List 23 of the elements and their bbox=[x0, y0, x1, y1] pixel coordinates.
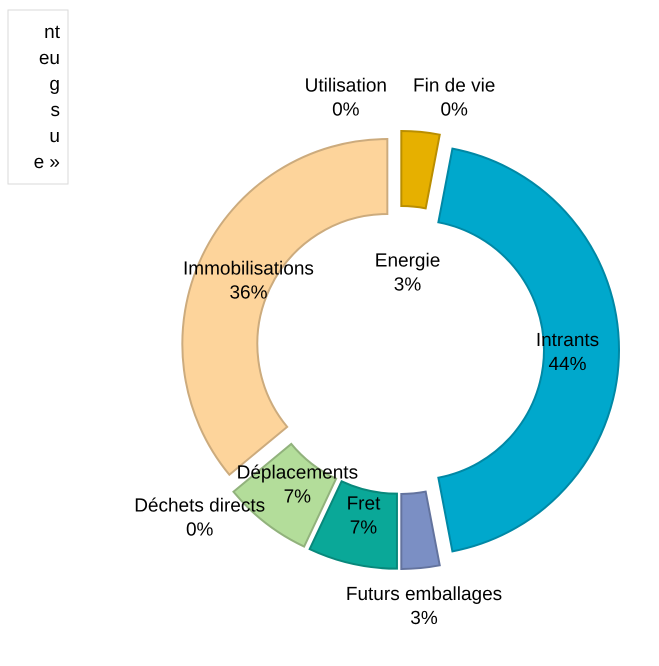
text: e » bbox=[34, 152, 60, 173]
data-label: 7% bbox=[350, 517, 378, 538]
text: 0% bbox=[332, 100, 360, 121]
text: s bbox=[50, 100, 60, 121]
slice-label: Fret bbox=[346, 493, 382, 514]
text: g bbox=[49, 74, 60, 95]
text: u bbox=[49, 126, 60, 147]
text: eu bbox=[38, 48, 60, 69]
slice-label: Déplacements bbox=[236, 462, 358, 484]
category-label: Déchets directs bbox=[134, 496, 266, 517]
category-label: Utilisation bbox=[304, 76, 387, 97]
data-label: 36% bbox=[229, 282, 268, 304]
category-label: Fin de vie bbox=[413, 76, 496, 97]
data-label: 44% bbox=[548, 354, 587, 375]
text: 0% bbox=[440, 100, 468, 121]
data-label: 3% bbox=[394, 274, 422, 296]
data-label: 7% bbox=[284, 486, 312, 508]
text: nt bbox=[44, 22, 61, 43]
slice-label: Energie bbox=[374, 250, 440, 272]
slice-label: Immobilisations bbox=[182, 258, 314, 280]
text: 0% bbox=[186, 520, 214, 541]
data-label: 3% bbox=[410, 608, 438, 629]
slice-label: Futurs emballages bbox=[346, 584, 502, 605]
